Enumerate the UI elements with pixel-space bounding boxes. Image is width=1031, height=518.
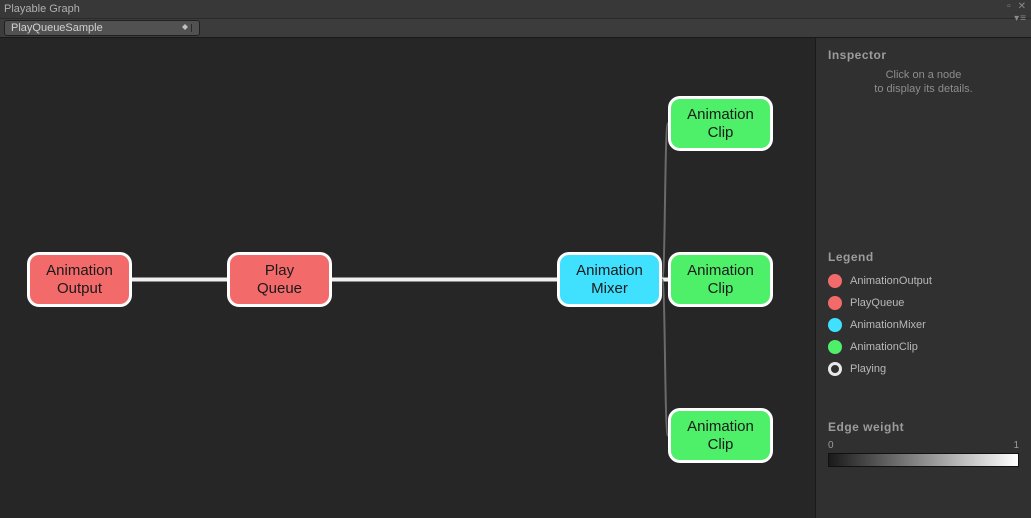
legend-swatch xyxy=(828,340,842,354)
graph-node-clip1[interactable]: AnimationClip xyxy=(668,252,773,307)
legend-swatch xyxy=(828,362,842,376)
legend-swatch xyxy=(828,318,842,332)
legend-items: AnimationOutput PlayQueue AnimationMixer An… xyxy=(828,274,1019,376)
graph-edge xyxy=(662,124,668,280)
window-title: Playable Graph xyxy=(4,3,80,15)
edge-weight-gradient xyxy=(828,453,1019,467)
edge-weight-max: 1 xyxy=(1013,440,1019,451)
legend-label: PlayQueue xyxy=(850,297,904,309)
edge-weight-panel: Edge weight 0 1 xyxy=(828,420,1019,467)
graph-node-clip2[interactable]: AnimationClip xyxy=(668,408,773,463)
legend-item: AnimationMixer xyxy=(828,318,1019,332)
legend-item: AnimationOutput xyxy=(828,274,1019,288)
menu-icon[interactable]: ▾≡ xyxy=(1014,13,1027,24)
graph-edge xyxy=(662,280,668,436)
edge-weight-min: 0 xyxy=(828,440,834,451)
legend-swatch xyxy=(828,274,842,288)
close-icon[interactable]: ✕ xyxy=(1018,1,1027,12)
window-titlebar: Playable Graph ▫ ✕ ▾≡ xyxy=(0,0,1031,18)
undock-icon[interactable]: ▫ xyxy=(1007,1,1012,12)
graph-select-dropdown[interactable]: PlayQueueSample xyxy=(4,20,200,36)
legend-label: AnimationMixer xyxy=(850,319,926,331)
graph-node-clip0[interactable]: AnimationClip xyxy=(668,96,773,151)
legend-title: Legend xyxy=(828,250,1019,264)
graph-node-out[interactable]: AnimationOutput xyxy=(27,252,132,307)
toolbar: PlayQueueSample xyxy=(0,18,1031,38)
legend-label: Playing xyxy=(850,363,886,375)
legend-swatch xyxy=(828,296,842,310)
legend-label: AnimationOutput xyxy=(850,275,932,287)
window-controls[interactable]: ▫ ✕ ▾≡ xyxy=(1007,1,1027,12)
legend-item: AnimationClip xyxy=(828,340,1019,354)
edge-weight-labels: 0 1 xyxy=(828,440,1019,451)
graph-node-queue[interactable]: PlayQueue xyxy=(227,252,332,307)
legend-label: AnimationClip xyxy=(850,341,918,353)
edge-weight-title: Edge weight xyxy=(828,420,1019,434)
inspector-panel: Inspector Click on a node to display its… xyxy=(815,38,1031,518)
graph-canvas[interactable]: AnimationOutputPlayQueueAnimationMixerAn… xyxy=(0,38,815,518)
legend-item: Playing xyxy=(828,362,1019,376)
main-area: AnimationOutputPlayQueueAnimationMixerAn… xyxy=(0,38,1031,518)
inspector-hint: Click on a node to display its details. xyxy=(828,68,1019,97)
inspector-title: Inspector xyxy=(828,48,1019,62)
graph-node-mixer[interactable]: AnimationMixer xyxy=(557,252,662,307)
dropdown-label: PlayQueueSample xyxy=(11,22,103,34)
legend-item: PlayQueue xyxy=(828,296,1019,310)
legend-panel: Legend AnimationOutputPlayQueueAnimation… xyxy=(828,250,1019,384)
